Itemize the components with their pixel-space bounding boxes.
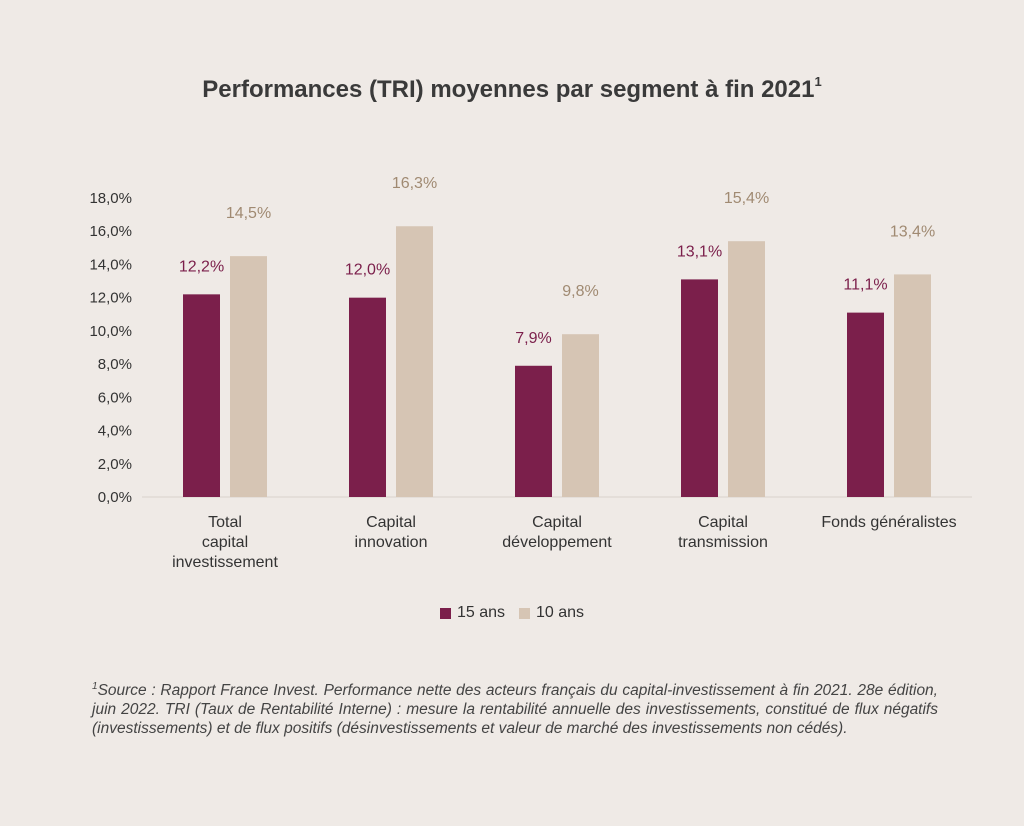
legend-label-15-ans: 15 ans [456,604,505,621]
legend-swatch-10-ans [519,607,530,619]
x-tick-label: capital [202,534,248,551]
bar-10-ans [230,256,267,497]
x-tick-label: Total [208,514,242,531]
y-tick-label: 14,0% [89,256,132,273]
legend: 15 ans 10 ans [0,604,1024,622]
data-label: 9,8% [562,283,598,300]
data-label: 7,9% [515,330,551,347]
y-tick-label: 0,0% [98,489,132,506]
data-label: 12,0% [345,262,390,279]
x-tick-label: Capital [366,514,416,531]
footnote: 1Source : Rapport France Invest. Perform… [92,677,938,738]
legend-item-15-ans: 15 ans [439,604,505,622]
bar-10-ans [894,274,931,497]
bar-15-ans [349,297,386,497]
y-tick-label: 4,0% [98,423,132,440]
title-footnote-mark: 1 [814,74,822,89]
legend-item-10-ans: 10 ans [519,604,584,622]
data-label: 15,4% [724,190,769,207]
y-tick-label: 6,0% [98,389,132,406]
bar-10-ans [396,226,433,497]
chart-title-text: Performances (TRI) moyennes par segment … [202,76,815,103]
y-tick-label: 2,0% [98,456,132,473]
data-label: 12,2% [179,258,224,275]
bar-15-ans [515,365,552,497]
bar-15-ans [183,294,220,497]
data-label: 13,1% [677,243,722,260]
x-tick-label: Capital [698,514,748,531]
x-tick-label: développement [502,534,612,551]
bar-10-ans [728,241,765,497]
x-tick-label: investissement [172,554,278,571]
x-tick-label: innovation [355,534,428,551]
data-label: 11,1% [843,277,887,294]
y-tick-label: 12,0% [89,290,132,307]
y-tick-label: 10,0% [89,323,132,340]
chart-title: Performances (TRI) moyennes par segment … [0,74,1024,104]
footnote-mark: 1 [92,681,98,692]
y-tick-label: 16,0% [89,223,132,240]
footnote-text: Source : Rapport France Invest. Performa… [92,682,938,738]
data-label: 14,5% [226,205,271,222]
bar-chart: 0,0% 2,0% 4,0% 6,0% 8,0% 10,0% 12,0% 14,0% 16,0%… [89,175,972,571]
data-label: 16,3% [392,175,437,192]
y-tick-label: 18,0% [89,190,132,207]
x-tick-label: Fonds généralistes [821,514,956,531]
bar-10-ans [562,334,599,497]
legend-label-10-ans: 10 ans [536,604,585,621]
x-tick-label: Capital [532,514,582,531]
bar-15-ans [847,312,884,497]
x-tick-label: transmission [678,534,768,551]
data-label: 13,4% [890,223,935,240]
bar-15-ans [681,279,718,497]
y-tick-label: 8,0% [98,356,132,373]
legend-swatch-15-ans [439,607,451,619]
